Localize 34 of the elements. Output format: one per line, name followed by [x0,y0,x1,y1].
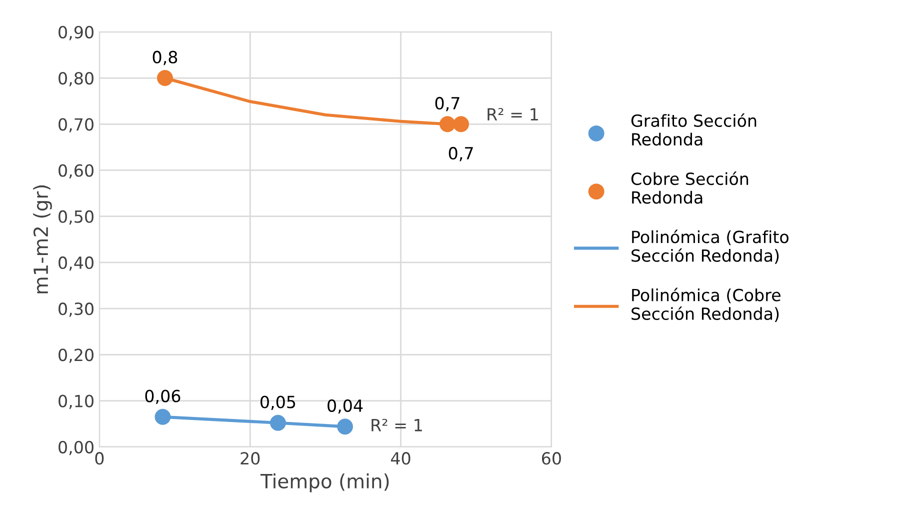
y-tick-label: 0,10 [58,394,94,410]
point [337,418,354,435]
legend-label: Cobre Sección Redonda [631,172,748,204]
y-tick-label: 0,30 [58,302,94,317]
annotation: R² = 1 [372,418,422,432]
y-tick-label: 0,00 [58,440,94,456]
legend-label: Polinómica (Cobre Sección Redonda) [632,288,780,322]
point [154,408,171,425]
x-tick-label: 40 [390,452,410,465]
y-tick-label: 0,90 [58,26,94,40]
y-tick-label: 0,50 [58,210,94,225]
x-tick-label: 60 [542,452,561,465]
y-tick-label: 0,80 [58,72,94,86]
data-label: 0,7 [435,96,460,112]
legend-label: Polinómica (Grafito Sección Redonda) [632,230,788,264]
y-tick-label: 0,70 [58,118,94,132]
y-axis-title: m1-m2 (gr) [33,185,52,294]
y-tick-label: 0,60 [58,164,94,179]
x-tick-label: 0 [95,452,104,465]
data-label: 0,8 [152,50,178,66]
data-label: 0,7 [448,146,473,162]
data-label: 0,04 [328,399,363,414]
y-tick-label: 0,40 [58,256,94,271]
point [157,70,173,86]
point [453,116,470,132]
y-tick-label: 0,20 [58,348,94,363]
point [440,116,456,132]
legend-label: Grafito Sección Redonda [631,113,756,146]
data-label: 0,05 [260,396,296,410]
point [270,414,286,431]
data-label: 0,06 [145,390,180,404]
annotation: R² = 1 [488,108,538,120]
x-tick-label: 20 [240,452,260,465]
x-axis-title: Tiempo (min) [260,473,389,492]
